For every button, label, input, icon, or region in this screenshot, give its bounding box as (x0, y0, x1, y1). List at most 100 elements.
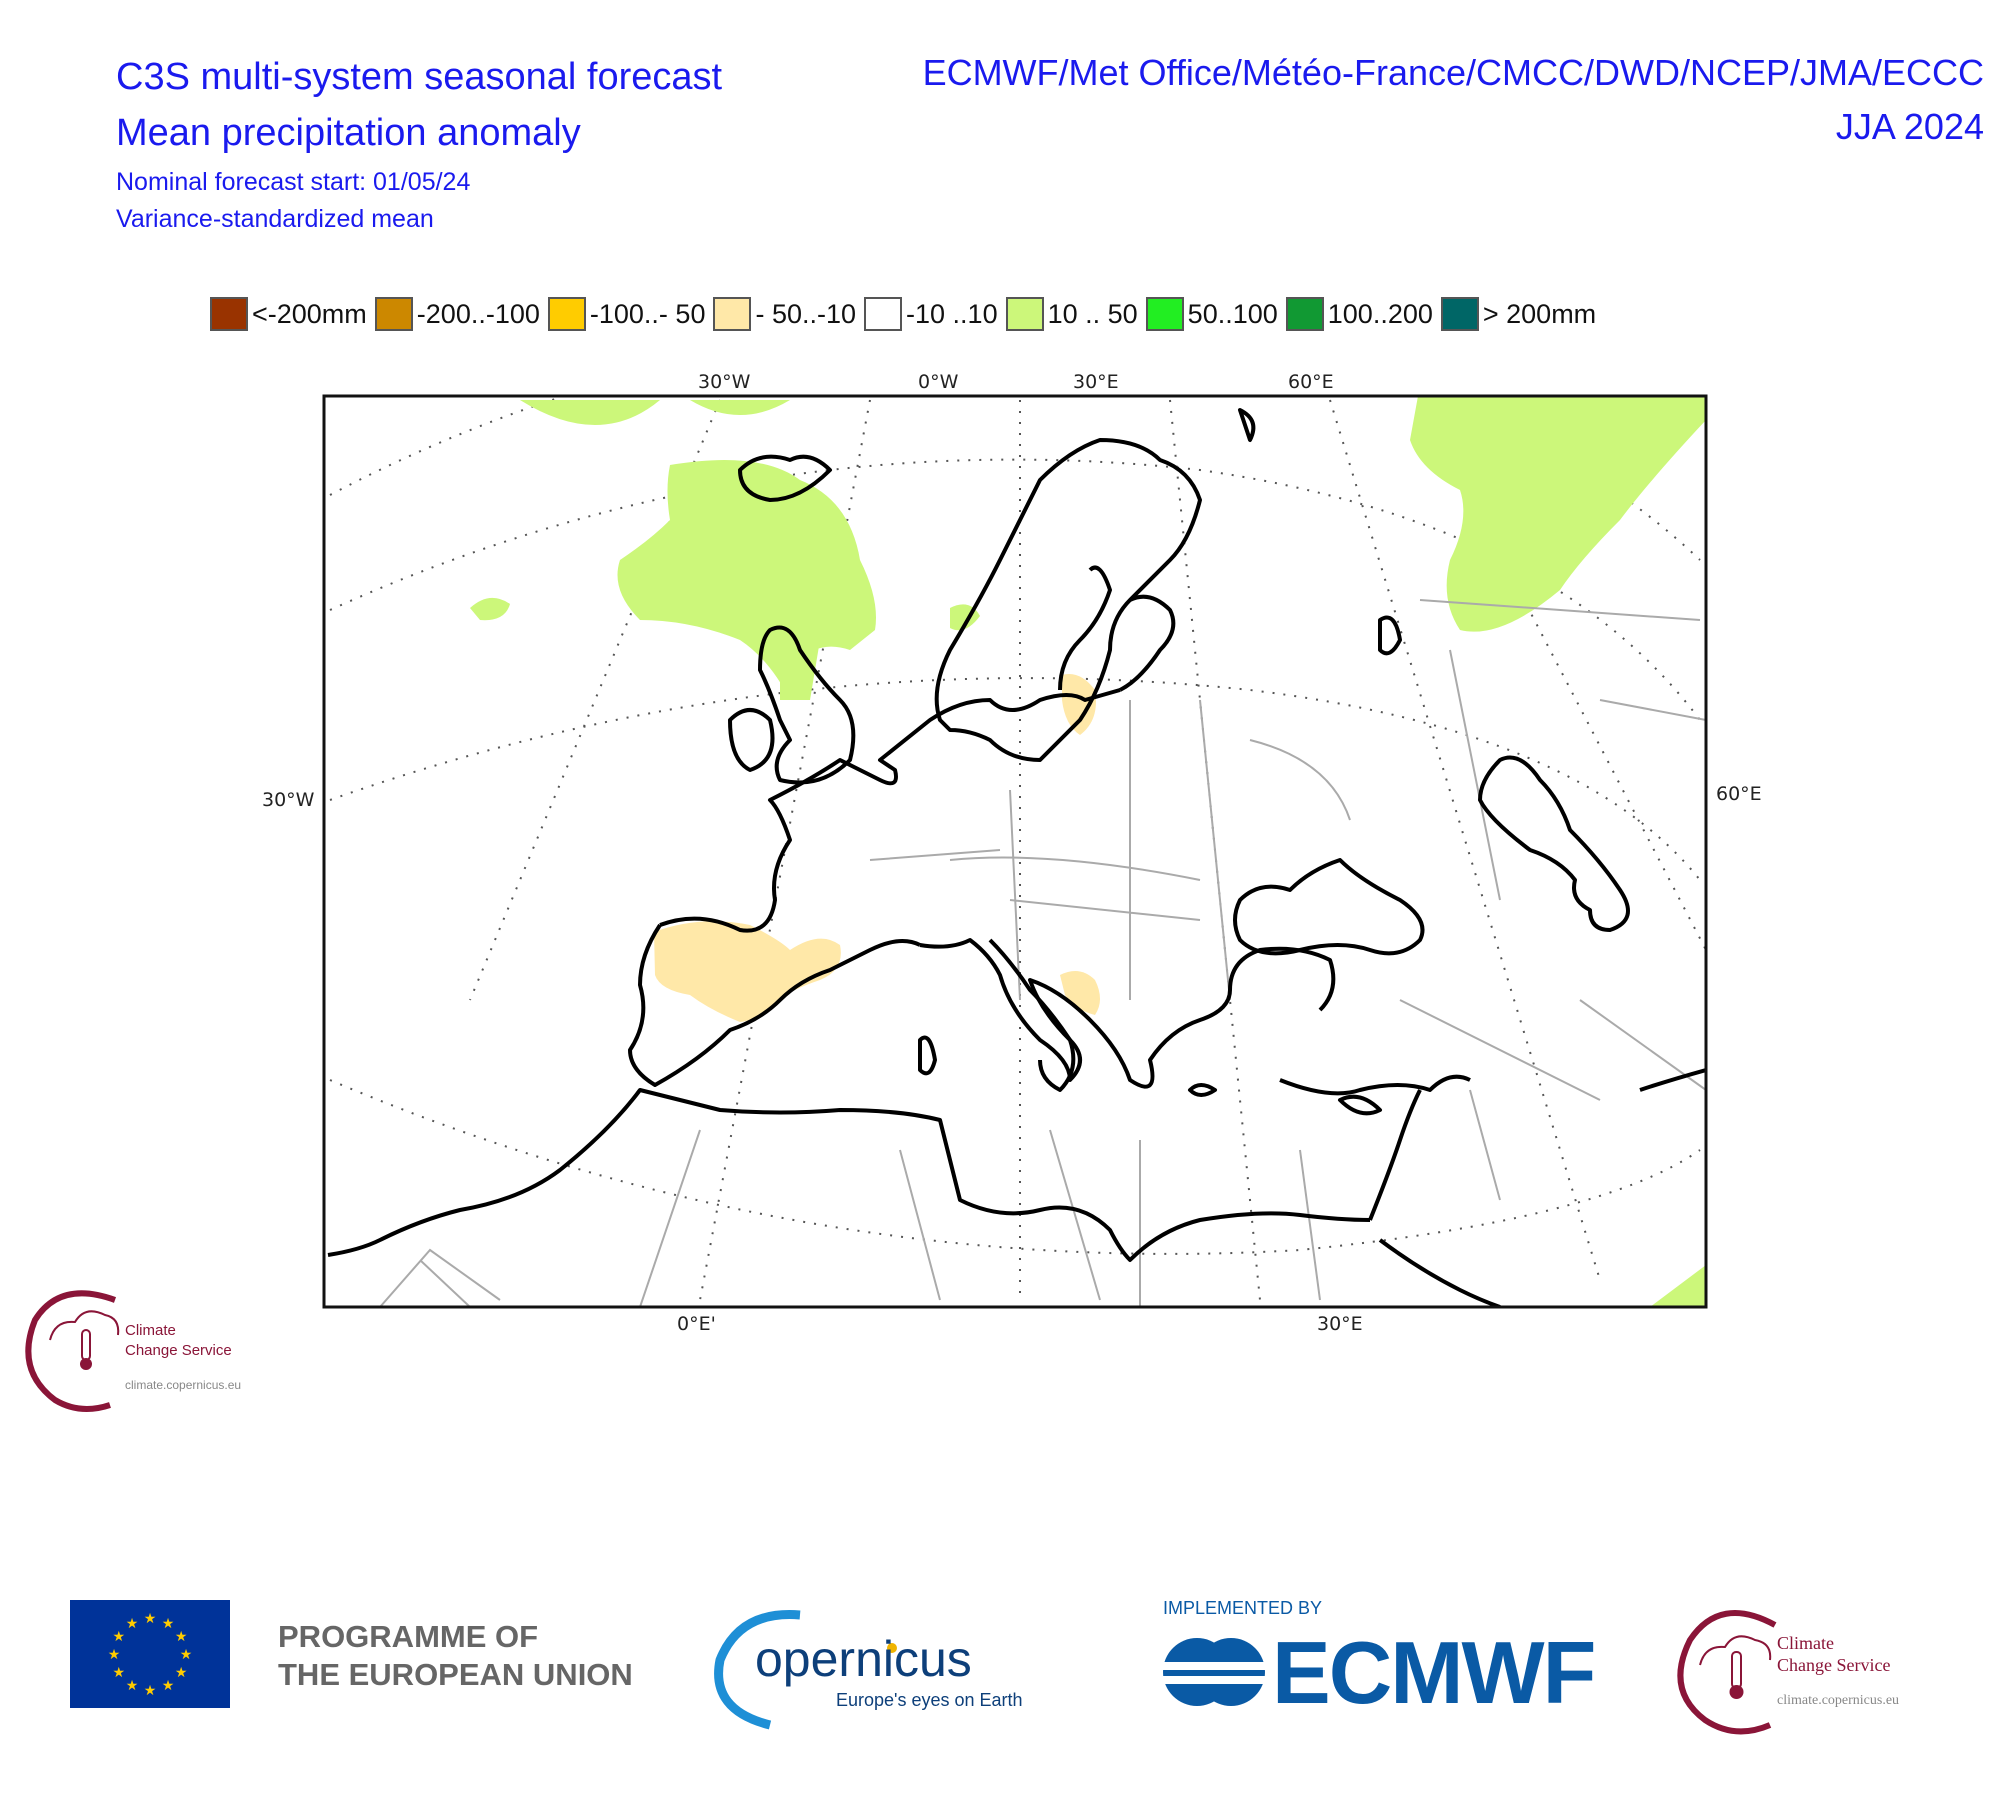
implemented-by-text: IMPLEMENTED BY (1163, 1598, 1323, 1618)
coastline (738, 454, 832, 502)
legend-item: 50..100 (1145, 297, 1278, 331)
ccs-large-line2: Change Service (1777, 1655, 1891, 1675)
ccs-small-line1: Climate (125, 1322, 176, 1339)
ecmwf-emblem-icon (1160, 1638, 1270, 1706)
coastline (758, 625, 856, 785)
legend-item: -10 ..10 (864, 297, 998, 331)
coastline (1279, 1074, 1471, 1096)
legend-swatch (547, 297, 586, 331)
coastline (1378, 1238, 1501, 1307)
eu-star-icon: ★ (126, 1616, 139, 1632)
legend-item: - 50..-10 (713, 297, 856, 331)
eu-star-icon: ★ (144, 1683, 157, 1699)
coastline (728, 708, 775, 772)
eu-star-icon: ★ (175, 1629, 188, 1645)
copernicus-swoosh-icon (714, 1610, 801, 1730)
cloud-icon (1699, 1635, 1772, 1666)
dry-area (1062, 674, 1096, 735)
wet-anomaly-areas (470, 396, 1706, 1307)
legend-label: -10 ..10 (906, 298, 998, 329)
graticule-line (329, 1079, 1701, 1255)
legend-swatch (1285, 297, 1324, 331)
country-borders (379, 599, 1706, 1307)
legend-swatch (864, 297, 903, 331)
eu-star-icon: ★ (175, 1665, 188, 1681)
top-lon-label: 30°W (698, 371, 751, 393)
coastline (327, 1088, 1371, 1262)
thermometer-icon (81, 1329, 91, 1361)
legend-swatch (374, 297, 413, 331)
eu-stars-icon: ★ ★★★★★★★★★★★ (108, 1611, 193, 1699)
legend-swatch (210, 297, 248, 331)
ccs-small-line2: Change Service (125, 1342, 232, 1359)
eu-star-icon: ★ (113, 1665, 126, 1681)
coastline (1188, 1083, 1217, 1097)
ccs-small-url: climate.copernicus.eu (125, 1378, 242, 1392)
legend-swatch (1440, 297, 1479, 331)
right-lat-label: 60°E (1716, 783, 1762, 805)
ccs-arc-icon (25, 1290, 117, 1412)
ccs-logo-small (25, 1290, 120, 1412)
legend-label: > 200mm (1482, 298, 1597, 329)
left-lat-label: 30°W (262, 789, 315, 811)
ccs-large-url: climate.copernicus.eu (1777, 1693, 1900, 1708)
wet-area (1650, 1265, 1706, 1307)
coastline (988, 938, 1076, 1092)
ccs-arc-icon (1677, 1610, 1777, 1735)
ecmwf-emblem-circle (1197, 1638, 1265, 1706)
eu-star-icon: ★ (113, 1629, 126, 1645)
eu-star-icon: ★ (108, 1647, 121, 1663)
coastline (918, 1035, 937, 1076)
forecast-season: JJA 2024 (1835, 106, 1984, 147)
legend-item: > 200mm (1440, 297, 1597, 331)
copernicus-tagline: Europe's eyes on Earth (836, 1690, 1023, 1710)
legend-item: -200..-100 (374, 297, 540, 331)
legend-label: <-200mm (252, 298, 367, 329)
eu-flag (70, 1600, 230, 1708)
coastline (1233, 858, 1425, 956)
coastline (628, 923, 921, 1087)
coastline (1238, 408, 1256, 442)
colour-legend: <-200mm -200..-100 -100..- 50 - 50..-10 … (210, 294, 1604, 334)
coastline (934, 438, 1202, 762)
graticule-line (1419, 399, 1706, 951)
coastline (1058, 565, 1112, 691)
variable-title: Mean precipitation anomaly (116, 112, 581, 154)
wet-area (470, 597, 510, 621)
legend-label: -200..-100 (416, 298, 540, 329)
top-lon-label: 60°E (1288, 371, 1334, 393)
legend-swatch (1005, 297, 1044, 331)
eu-star-icon: ★ (126, 1678, 139, 1694)
legend-swatch (1145, 297, 1184, 331)
wet-area (690, 400, 790, 415)
top-lon-label: 0°W (918, 371, 959, 393)
map-frame (322, 394, 1708, 1309)
wet-area (520, 400, 660, 425)
dry-area (654, 921, 841, 1022)
eu-star-icon: ★ (180, 1647, 193, 1663)
bottom-lon-label: 0°E' (677, 1313, 716, 1335)
dry-anomaly-areas (654, 674, 1100, 1022)
eu-star-icon: ★ (162, 1616, 175, 1632)
ecmwf-emblem-bar (1160, 1676, 1270, 1684)
variance-note: Variance-standardized mean (116, 205, 434, 233)
legend-item: <-200mm (210, 297, 367, 331)
ccs-logo-large (1677, 1610, 1777, 1735)
eu-star-icon: ★ (144, 1611, 157, 1627)
dry-area (1060, 971, 1100, 1015)
coastline (1378, 615, 1402, 656)
wet-area (1410, 396, 1706, 632)
legend-item: 10 .. 50 (1005, 297, 1138, 331)
coastline (1368, 1089, 1422, 1221)
border-line (379, 599, 1706, 1307)
coastline (1228, 946, 1336, 1012)
coastline (1338, 1094, 1382, 1116)
eu-star-icon: ★ (162, 1678, 175, 1694)
copernicus-dot-icon (887, 1643, 897, 1653)
thermometer-bulb-icon (80, 1358, 92, 1370)
forecast-title: C3S multi-system seasonal forecast (116, 56, 723, 98)
legend-swatch (713, 297, 752, 331)
wet-area (780, 640, 820, 700)
coastline (1119, 594, 1176, 692)
contributing-centres: ECMWF/Met Office/Météo-France/CMCC/DWD/N… (922, 52, 1984, 93)
